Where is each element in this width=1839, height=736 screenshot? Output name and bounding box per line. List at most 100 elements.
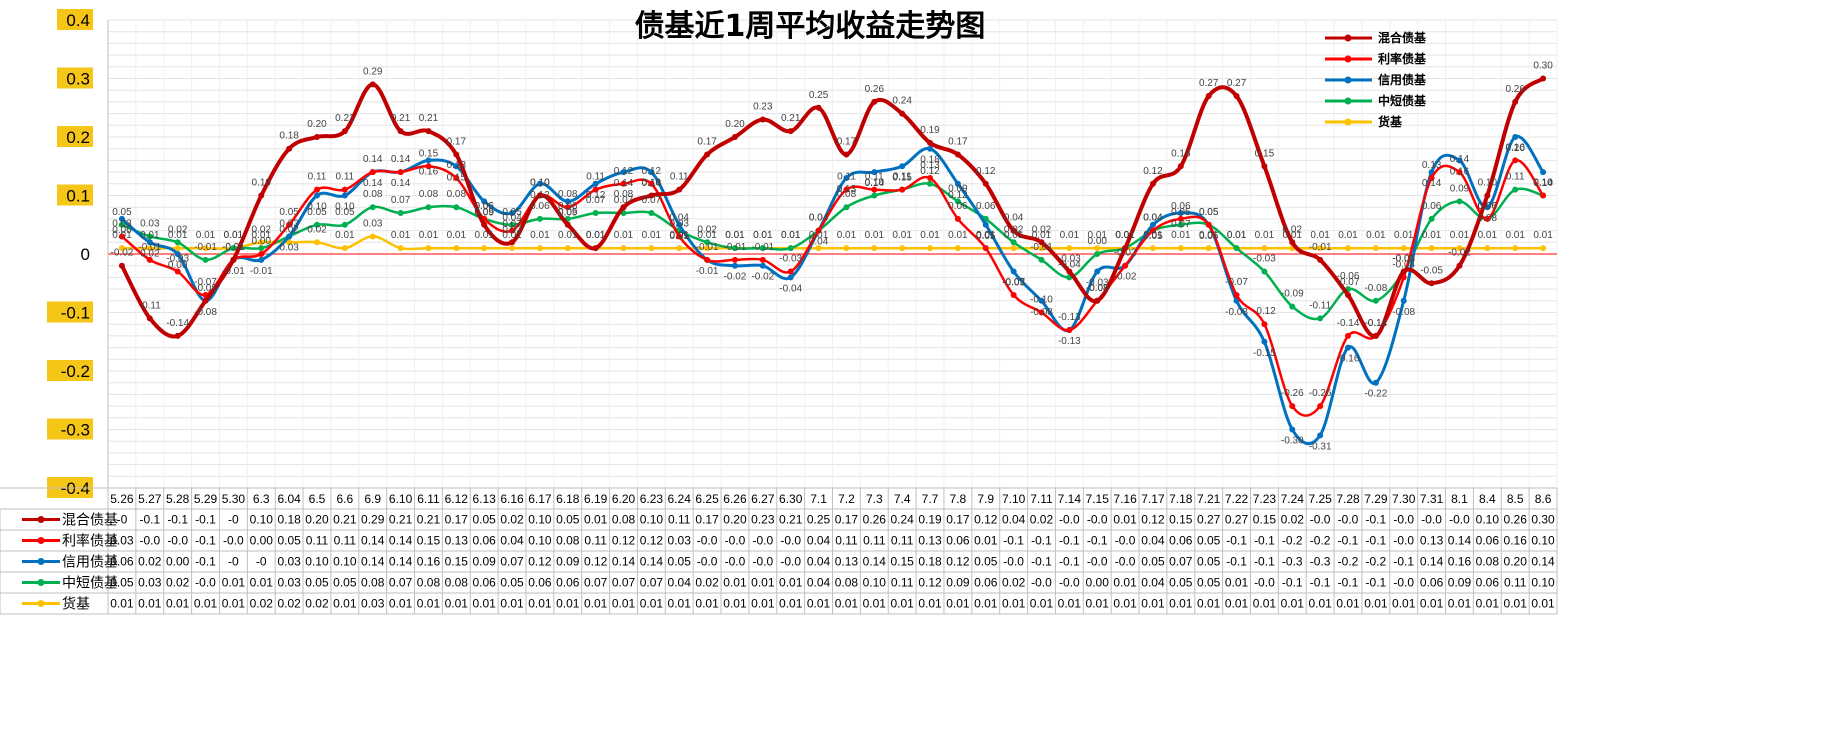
data-point xyxy=(648,192,655,199)
data-point xyxy=(1094,245,1101,252)
data-label: 0.04 xyxy=(1143,213,1163,224)
table-cell: 0.01 xyxy=(445,597,469,611)
data-label: 0.01 xyxy=(976,230,996,241)
table-cell: 0.17 xyxy=(445,513,469,527)
data-label: 0.02 xyxy=(252,224,272,235)
x-tick-label: 6.11 xyxy=(417,492,440,506)
data-point xyxy=(313,221,320,228)
data-label: 0.01 xyxy=(1450,230,1470,241)
table-cell: 0.00 xyxy=(166,555,190,569)
data-label: 0.06 xyxy=(948,201,968,212)
table-cell: -0.1 xyxy=(1338,576,1359,590)
x-tick-label: 8.5 xyxy=(1507,492,1524,506)
data-point xyxy=(202,245,209,252)
data-point xyxy=(1205,221,1212,228)
data-point xyxy=(1038,297,1045,304)
table-cell: -0.0 xyxy=(223,534,244,548)
table-cell: 0.06 xyxy=(946,534,970,548)
table-legend-marker xyxy=(37,579,45,586)
data-point xyxy=(425,204,432,211)
data-point xyxy=(509,245,516,252)
x-tick-label: 7.23 xyxy=(1253,492,1277,506)
table-cell: 0.01 xyxy=(1531,597,1555,611)
data-point xyxy=(815,104,822,111)
table-cell: 0.17 xyxy=(835,513,859,527)
data-label: 0.03 xyxy=(279,218,299,229)
table-cell: 0.01 xyxy=(138,597,162,611)
x-tick-label: 7.4 xyxy=(894,492,911,506)
data-label: 0.08 xyxy=(837,189,857,200)
data-label: 0.18 xyxy=(279,131,299,142)
data-label: 0.10 xyxy=(1533,178,1553,189)
data-label: 0.01 xyxy=(502,230,522,241)
x-tick-label: 6.30 xyxy=(779,492,803,506)
data-point xyxy=(313,192,320,199)
data-point xyxy=(982,180,989,187)
x-tick-label: 7.3 xyxy=(866,492,883,506)
table-cell: 0.01 xyxy=(1225,576,1249,590)
data-label: 0.04 xyxy=(809,237,829,248)
data-label: 0.06 xyxy=(530,201,550,212)
table-cell: 0.23 xyxy=(751,513,775,527)
table-cell: -0.1 xyxy=(1003,534,1024,548)
data-label: 0.06 xyxy=(112,225,132,236)
table-cell: -0.1 xyxy=(1087,534,1108,548)
legend-entry: 中短债基 xyxy=(1378,93,1427,108)
table-cell: 0.12 xyxy=(974,513,998,527)
data-label: 0.03 xyxy=(279,242,299,253)
data-point xyxy=(509,239,516,246)
data-label: 0.11 xyxy=(865,172,884,183)
data-label: 0.01 xyxy=(1366,230,1386,241)
table-cell: 0.21 xyxy=(417,513,441,527)
data-label: 0.14 xyxy=(614,178,634,189)
data-label: -0.08 xyxy=(1030,307,1053,318)
table-cell: 0.07 xyxy=(500,555,524,569)
table-cell: 0.01 xyxy=(389,597,413,611)
y-tick-label: 0.1 xyxy=(66,187,90,206)
data-point xyxy=(481,221,488,228)
table-cell: -0.1 xyxy=(1393,555,1414,569)
table-cell: 0.20 xyxy=(723,513,747,527)
data-label: 0.14 xyxy=(1422,178,1442,189)
table-cell: 0.04 xyxy=(500,534,524,548)
table-cell: -0.0 xyxy=(780,555,801,569)
table-cell: 0.05 xyxy=(305,576,329,590)
data-label: 0.10 xyxy=(1533,178,1553,189)
data-label: 0.01 xyxy=(474,230,494,241)
data-label: 0.29 xyxy=(363,66,383,77)
table-cell: 0.04 xyxy=(807,534,831,548)
table-cell: 0.02 xyxy=(1002,576,1026,590)
x-tick-label: 8.4 xyxy=(1479,492,1496,506)
table-cell: 0.09 xyxy=(946,576,970,590)
table-cell: 0.01 xyxy=(166,597,190,611)
data-point xyxy=(453,204,460,211)
x-tick-label: 6.6 xyxy=(337,492,354,506)
x-tick-label: 7.2 xyxy=(838,492,855,506)
data-point xyxy=(815,227,822,234)
legend-marker xyxy=(1344,55,1352,63)
data-label: -0.05 xyxy=(1420,265,1443,276)
data-label: 0.05 xyxy=(1143,231,1163,242)
data-point xyxy=(1317,432,1324,439)
data-label: 0.01 xyxy=(670,230,690,241)
table-cell: 0.02 xyxy=(305,597,329,611)
table-cell: 0.17 xyxy=(695,513,719,527)
data-label: -0.13 xyxy=(1058,312,1081,323)
data-point xyxy=(1177,163,1184,170)
data-point xyxy=(759,256,766,263)
data-point xyxy=(1094,297,1101,304)
data-label: 0.01 xyxy=(530,230,550,241)
table-cell: 0.18 xyxy=(277,513,301,527)
data-label: -0.08 xyxy=(1364,283,1387,294)
x-tick-label: 6.17 xyxy=(528,492,552,506)
table-cell: 0.09 xyxy=(556,555,580,569)
data-label: -0.06 xyxy=(1337,271,1360,282)
data-label: 0.05 xyxy=(335,207,355,218)
data-point xyxy=(1456,262,1463,269)
data-point xyxy=(899,110,906,117)
data-label: -0.01 xyxy=(222,266,245,277)
data-point xyxy=(536,245,543,252)
data-point xyxy=(1010,291,1017,298)
y-tick-label: 0 xyxy=(81,245,90,264)
